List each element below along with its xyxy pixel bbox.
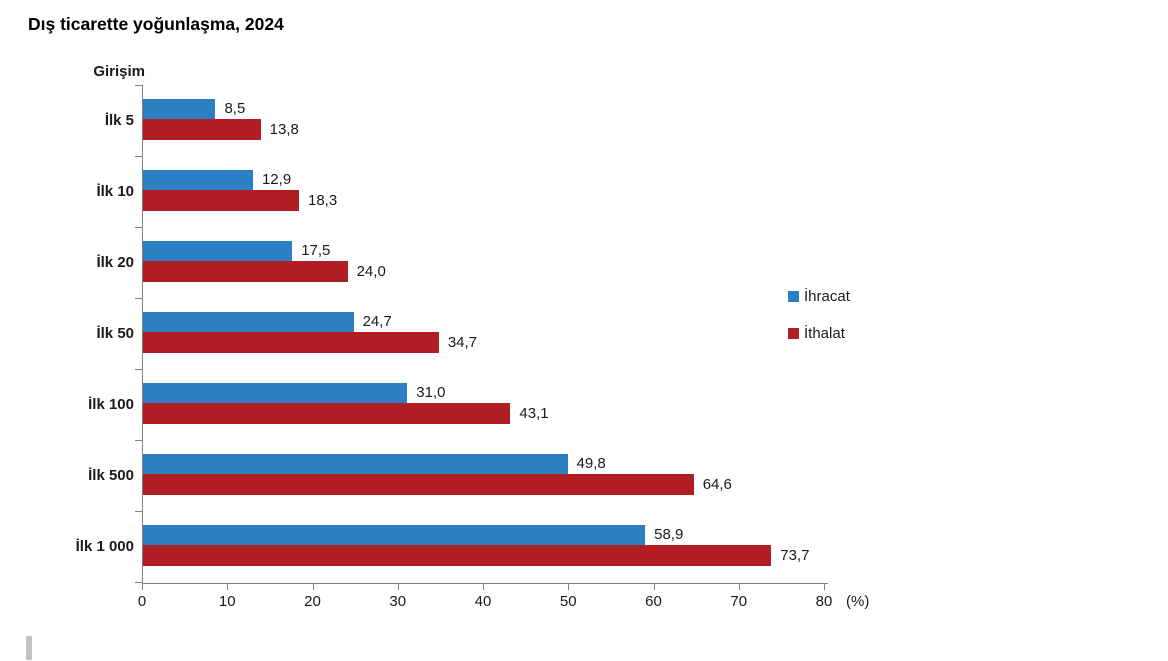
- bar-i̇hracat: [143, 382, 408, 403]
- x-tick-label: 50: [559, 593, 577, 610]
- x-tick-label: 40: [474, 593, 492, 610]
- legend-swatch-i̇thalat: [788, 328, 799, 339]
- x-tick-label: 20: [304, 593, 321, 610]
- x-axis-unit-label: (%): [846, 593, 870, 610]
- x-tick-label: 0: [137, 593, 147, 610]
- x-tick-label: 10: [218, 593, 236, 610]
- x-axis-tick: [653, 583, 655, 590]
- y-axis-tick: [135, 227, 142, 228]
- value-label: 18,3: [308, 191, 338, 209]
- chart-title: Dış ticarette yoğunlaşma, 2024: [28, 14, 284, 34]
- category-label: İlk 1 000: [75, 537, 134, 555]
- bar-i̇hracat: [143, 98, 216, 119]
- x-axis-tick: [824, 583, 825, 590]
- x-axis-tick: [483, 583, 484, 590]
- y-axis-tick: [135, 440, 142, 441]
- scrollbar-fragment: [26, 636, 32, 660]
- category-label: İlk 50: [96, 324, 134, 342]
- legend-item-i̇thalat[interactable]: İthalat: [788, 325, 845, 342]
- bar-i̇thalat: [143, 544, 772, 566]
- y-axis-tick: [135, 85, 142, 86]
- bar-i̇hracat: [143, 524, 646, 545]
- x-axis-tick: [142, 583, 143, 590]
- bar-i̇thalat: [143, 331, 439, 353]
- bar-i̇thalat: [143, 118, 261, 140]
- y-axis-tick: [135, 369, 142, 370]
- y-axis-tick: [135, 582, 142, 583]
- x-tick-label: 30: [389, 593, 407, 610]
- x-axis-tick: [568, 583, 570, 590]
- x-axis-line: [142, 583, 828, 584]
- legend-label: İthalat: [804, 325, 845, 342]
- category-label: İlk 20: [96, 253, 134, 271]
- value-label: 31,0: [416, 384, 446, 401]
- value-label: 24,0: [356, 262, 386, 280]
- bar-i̇hracat: [143, 453, 568, 474]
- bar-i̇thalat: [143, 402, 511, 424]
- value-label: 13,8: [269, 120, 299, 138]
- value-label: 12,9: [261, 171, 292, 188]
- bar-i̇thalat: [143, 473, 694, 495]
- bar-i̇hracat: [143, 311, 354, 332]
- value-label: 64,6: [702, 475, 732, 493]
- y-axis-line: [142, 85, 143, 583]
- x-axis-tick: [738, 583, 740, 590]
- legend-item-i̇hracat[interactable]: İhracat: [788, 288, 850, 305]
- value-label: 8,5: [224, 100, 246, 117]
- bar-i̇hracat: [143, 240, 293, 261]
- value-label: 58,9: [654, 526, 684, 543]
- y-axis-title: Girişim: [93, 63, 145, 80]
- x-tick-label: 70: [730, 593, 748, 610]
- x-axis-tick: [227, 583, 229, 590]
- x-tick-label: 60: [645, 593, 662, 610]
- value-label: 73,7: [780, 546, 810, 564]
- value-label: 17,5: [301, 242, 331, 259]
- category-label: İlk 5: [104, 111, 134, 129]
- y-axis-tick: [135, 298, 142, 299]
- bar-i̇hracat: [143, 169, 253, 190]
- category-label: İlk 500: [88, 466, 134, 484]
- category-label: İlk 100: [88, 395, 134, 413]
- y-axis-tick: [135, 156, 142, 157]
- legend-label: İhracat: [804, 288, 850, 305]
- x-tick-label: 80: [815, 593, 833, 610]
- value-label: 43,1: [519, 404, 549, 422]
- value-label: 49,8: [576, 455, 606, 472]
- category-label: İlk 10: [96, 182, 134, 200]
- x-axis-tick: [397, 583, 399, 590]
- x-axis-tick: [312, 583, 314, 590]
- legend-swatch-i̇hracat: [788, 291, 799, 302]
- value-label: 34,7: [447, 333, 478, 351]
- value-label: 24,7: [362, 313, 392, 330]
- bar-i̇thalat: [143, 189, 299, 211]
- y-axis-tick: [135, 511, 142, 512]
- bar-i̇thalat: [143, 260, 348, 282]
